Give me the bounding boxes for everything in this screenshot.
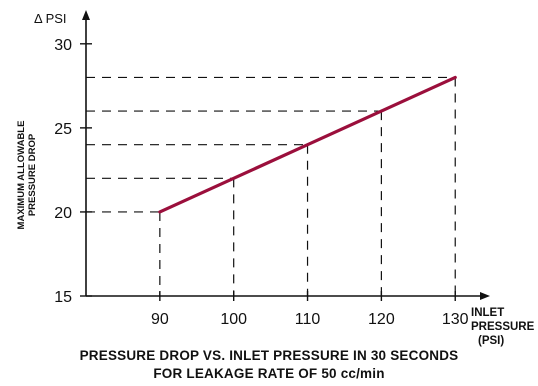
x-axis-title: INLET PRESSURE (PSI) [471, 307, 535, 347]
x-tick-label: 100 [220, 311, 247, 328]
y-tick-label: 25 [54, 121, 72, 138]
y-axis-arrow [82, 10, 90, 20]
y-tick-label: 30 [54, 37, 72, 54]
caption-line-1: PRESSURE DROP VS. INLET PRESSURE IN 30 S… [79, 348, 459, 363]
axes [82, 10, 490, 300]
ticks: 15 20 25 30 90 100 110 120 130 [54, 37, 468, 328]
x-axis-title-line-3: (PSI) [478, 335, 504, 347]
y-tick-label: 15 [54, 289, 72, 306]
y-axis-title: MAXIMUM ALLOWABLE PRESSURE DROP [16, 121, 38, 230]
x-tick-label: 130 [442, 311, 469, 328]
caption-line-2: FOR LEAKAGE RATE OF 50 cc/min [153, 366, 385, 381]
series-layer [158, 75, 457, 214]
x-tick-label: 110 [295, 311, 321, 328]
x-tick-label: 120 [368, 311, 395, 328]
y-axis-delta-label: Δ PSI [34, 11, 67, 26]
y-axis-title-line-2: PRESSURE DROP [27, 133, 38, 216]
x-axis-title-line-2: PRESSURE [471, 321, 535, 333]
y-axis-title-line-1: MAXIMUM ALLOWABLE [16, 121, 27, 230]
y-tick-label: 20 [54, 205, 72, 222]
dashed-guides [86, 76, 456, 296]
x-axis-arrow [480, 292, 490, 300]
x-tick-label: 90 [151, 311, 169, 328]
x-axis-title-line-1: INLET [471, 307, 504, 319]
